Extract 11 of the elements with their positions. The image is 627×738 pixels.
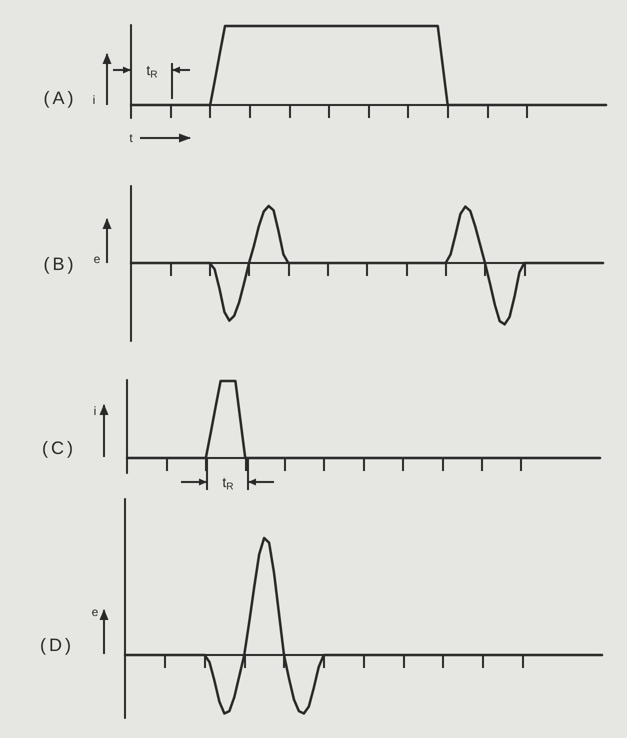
text: t$_{R}$ (222, 474, 234, 493)
y-axis-title: e (92, 605, 98, 619)
text: (D) (40, 635, 74, 655)
text: (B) (44, 254, 76, 274)
annotation: t$_{R}$ (146, 62, 158, 81)
text: (C) (42, 438, 76, 458)
y-axis-title: i (94, 404, 96, 418)
y-axis-title: i (92, 93, 96, 107)
x-axis-title: t (129, 131, 133, 145)
y-axis-title: e (94, 252, 100, 266)
text: (A) (44, 88, 76, 108)
